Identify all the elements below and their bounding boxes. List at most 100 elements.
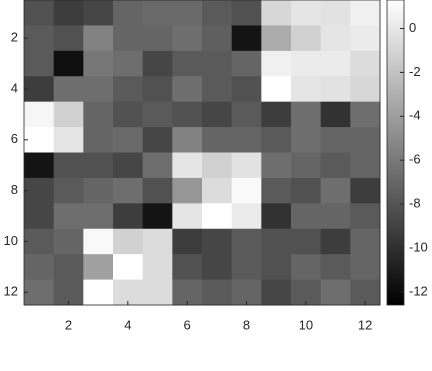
cell: [83, 228, 114, 255]
cell: [53, 25, 84, 52]
cell: [320, 127, 351, 153]
cell: [113, 127, 144, 153]
cell: [142, 0, 173, 26]
cell: [320, 76, 351, 103]
cell: [261, 228, 292, 255]
cell: [53, 177, 84, 204]
cell: [291, 177, 322, 204]
cell: [113, 152, 144, 179]
cell: [142, 127, 173, 153]
cell: [83, 101, 114, 128]
cell: [261, 152, 292, 179]
cell: [350, 0, 381, 26]
cell: [142, 177, 173, 204]
cell: [291, 25, 322, 52]
x-tick-label: 2: [65, 317, 72, 332]
cell: [172, 152, 203, 179]
cell: [172, 50, 203, 77]
cell: [320, 177, 351, 204]
cell: [350, 177, 381, 204]
cell: [53, 228, 84, 255]
cell: [53, 50, 84, 77]
cell: [172, 101, 203, 128]
cell: [24, 25, 55, 52]
colorbar: [386, 0, 405, 306]
cell: [202, 254, 233, 281]
y-tick-label: 12: [4, 284, 18, 299]
cell: [172, 203, 203, 230]
cell: [320, 203, 351, 230]
x-tick-label: 6: [184, 317, 191, 332]
cell: [231, 152, 262, 179]
cell: [202, 152, 233, 179]
cell: [172, 177, 203, 204]
cell: [24, 0, 55, 26]
cell: [320, 25, 351, 52]
cell: [83, 279, 114, 306]
y-tick-label: 2: [11, 30, 18, 45]
cell: [320, 0, 351, 26]
y-tick-label: 6: [11, 131, 18, 146]
cell: [83, 127, 114, 153]
cell: [231, 203, 262, 230]
cell: [53, 0, 84, 26]
cell: [113, 0, 144, 26]
cell: [142, 50, 173, 77]
cell: [172, 127, 203, 153]
cell: [350, 203, 381, 230]
colorbar-tick-label: -10: [409, 239, 428, 254]
cell: [142, 228, 173, 255]
cell: [202, 76, 233, 103]
cell: [202, 228, 233, 255]
cell: [142, 76, 173, 103]
cell: [231, 0, 262, 26]
y-tick-label: 4: [11, 80, 18, 95]
cell: [261, 76, 292, 103]
cell: [350, 25, 381, 52]
colorbar-tick-label: -4: [409, 108, 421, 123]
cell: [291, 127, 322, 153]
cell: [83, 177, 114, 204]
x-tick-label: 12: [358, 317, 372, 332]
cell: [113, 228, 144, 255]
cell: [53, 152, 84, 179]
cell: [83, 76, 114, 103]
cell: [24, 101, 55, 128]
cell: [53, 101, 84, 128]
cell: [142, 203, 173, 230]
cell: [320, 50, 351, 77]
cell: [261, 279, 292, 306]
cell: [291, 76, 322, 103]
colorbar-tick-label: -6: [409, 152, 421, 167]
cell: [350, 228, 381, 255]
cell: [231, 25, 262, 52]
cell: [350, 76, 381, 103]
cell: [83, 152, 114, 179]
cell: [24, 279, 55, 306]
cell: [142, 279, 173, 306]
cell: [83, 0, 114, 26]
y-tick-label: 10: [4, 233, 18, 248]
cell: [350, 127, 381, 153]
cell: [24, 203, 55, 230]
colorbar-tick-label: -2: [409, 64, 421, 79]
cell: [261, 254, 292, 281]
cell: [291, 101, 322, 128]
colorbar-tick-label: 0: [409, 20, 416, 35]
cell: [350, 101, 381, 128]
cell: [83, 25, 114, 52]
cell: [202, 0, 233, 26]
cell: [202, 177, 233, 204]
cell: [202, 279, 233, 306]
cell: [113, 177, 144, 204]
colorbar-tick-label: -12: [409, 283, 428, 298]
cell: [231, 254, 262, 281]
plot-frame: [23, 0, 381, 306]
x-tick-label: 4: [124, 317, 131, 332]
cell: [320, 152, 351, 179]
cell: [53, 127, 84, 153]
cell: [24, 50, 55, 77]
cell: [24, 177, 55, 204]
cell: [53, 254, 84, 281]
cell: [320, 101, 351, 128]
